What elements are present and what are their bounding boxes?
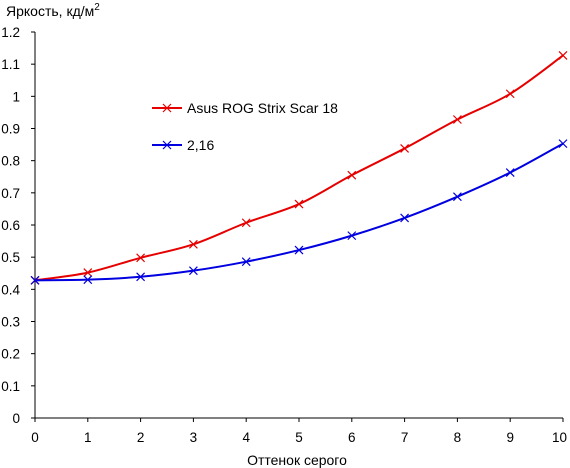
y-tick-label: 0.6 [1,218,20,233]
x-tick-label: 4 [242,430,250,445]
legend-label: Asus ROG Strix Scar 18 [187,100,338,116]
y-tick-label: 0.3 [1,315,20,330]
data-point-1-2 [136,272,146,282]
data-point-1-1 [83,275,93,285]
x-axis-label: Оттенок серого [247,452,347,468]
y-axis-label: Яркость, кд/м2 [6,2,100,19]
legend: Asus ROG Strix Scar 18 2,16 [152,100,338,153]
y-tick-label: 0.1 [1,379,20,394]
data-point-1-6 [347,231,357,241]
x-tick-label: 8 [454,430,462,445]
legend-marker [162,140,172,150]
data-point-1-8 [452,192,462,202]
y-tick-label: 0.4 [1,282,20,297]
x-tick-label: 0 [31,430,39,445]
legend-marker [162,103,172,113]
y-axis-label-superscript: 2 [94,2,100,13]
data-point-0-4 [241,218,251,228]
data-point-1-5 [294,245,304,255]
x-tick-label: 6 [348,430,356,445]
axes [34,32,563,419]
x-tick-label: 7 [401,430,409,445]
x-tick-label: 1 [84,430,92,445]
series-line-0 [34,54,564,282]
data-point-1-10 [558,139,568,149]
series-group [30,51,568,285]
data-point-0-9 [505,89,515,99]
y-axis-label-text: Яркость, кд/м [6,3,94,19]
y-tick-label: 0.7 [1,186,20,201]
data-point-0-8 [452,115,462,124]
x-tick-label: 5 [295,430,303,445]
legend-label: 2,16 [187,137,214,153]
y-tick-label: 0.9 [1,122,20,137]
data-point-1-3 [188,266,198,276]
legend-entry-1: 2,16 [152,137,214,153]
data-point-1-7 [400,213,410,223]
y-tick-label: 0 [12,411,20,426]
y-axis-ticks: 0 0.1 0.2 0.3 0.4 0.5 0.6 0.7 0.8 0.9 1 1.1 1.2 [1,25,35,426]
data-point-0-1 [83,268,93,278]
data-point-0-6 [347,170,357,180]
y-tick-label: 1 [12,89,20,104]
data-point-0-5 [294,199,304,209]
x-tick-label: 3 [190,430,198,445]
data-point-0-3 [188,239,198,249]
series-line-1 [34,142,564,282]
x-tick-label: 10 [552,430,567,445]
y-tick-label: 1.2 [1,25,20,40]
y-tick-label: 0.5 [1,250,20,265]
x-tick-label: 2 [137,430,145,445]
y-tick-label: 0.8 [1,154,20,169]
data-point-0-10 [558,51,568,60]
y-tick-label: 0.2 [1,347,20,362]
y-tick-label: 1.1 [1,57,20,72]
legend-entry-0: Asus ROG Strix Scar 18 [152,100,338,116]
x-axis-ticks: 0 1 2 3 4 5 6 7 8 9 10 [31,418,567,445]
data-point-0-7 [400,144,410,153]
series-1 [30,139,568,285]
x-tick-label: 9 [506,430,514,445]
data-point-1-0 [30,275,40,285]
data-point-0-2 [136,253,146,263]
data-point-1-4 [241,257,251,267]
data-point-1-9 [505,168,515,177]
